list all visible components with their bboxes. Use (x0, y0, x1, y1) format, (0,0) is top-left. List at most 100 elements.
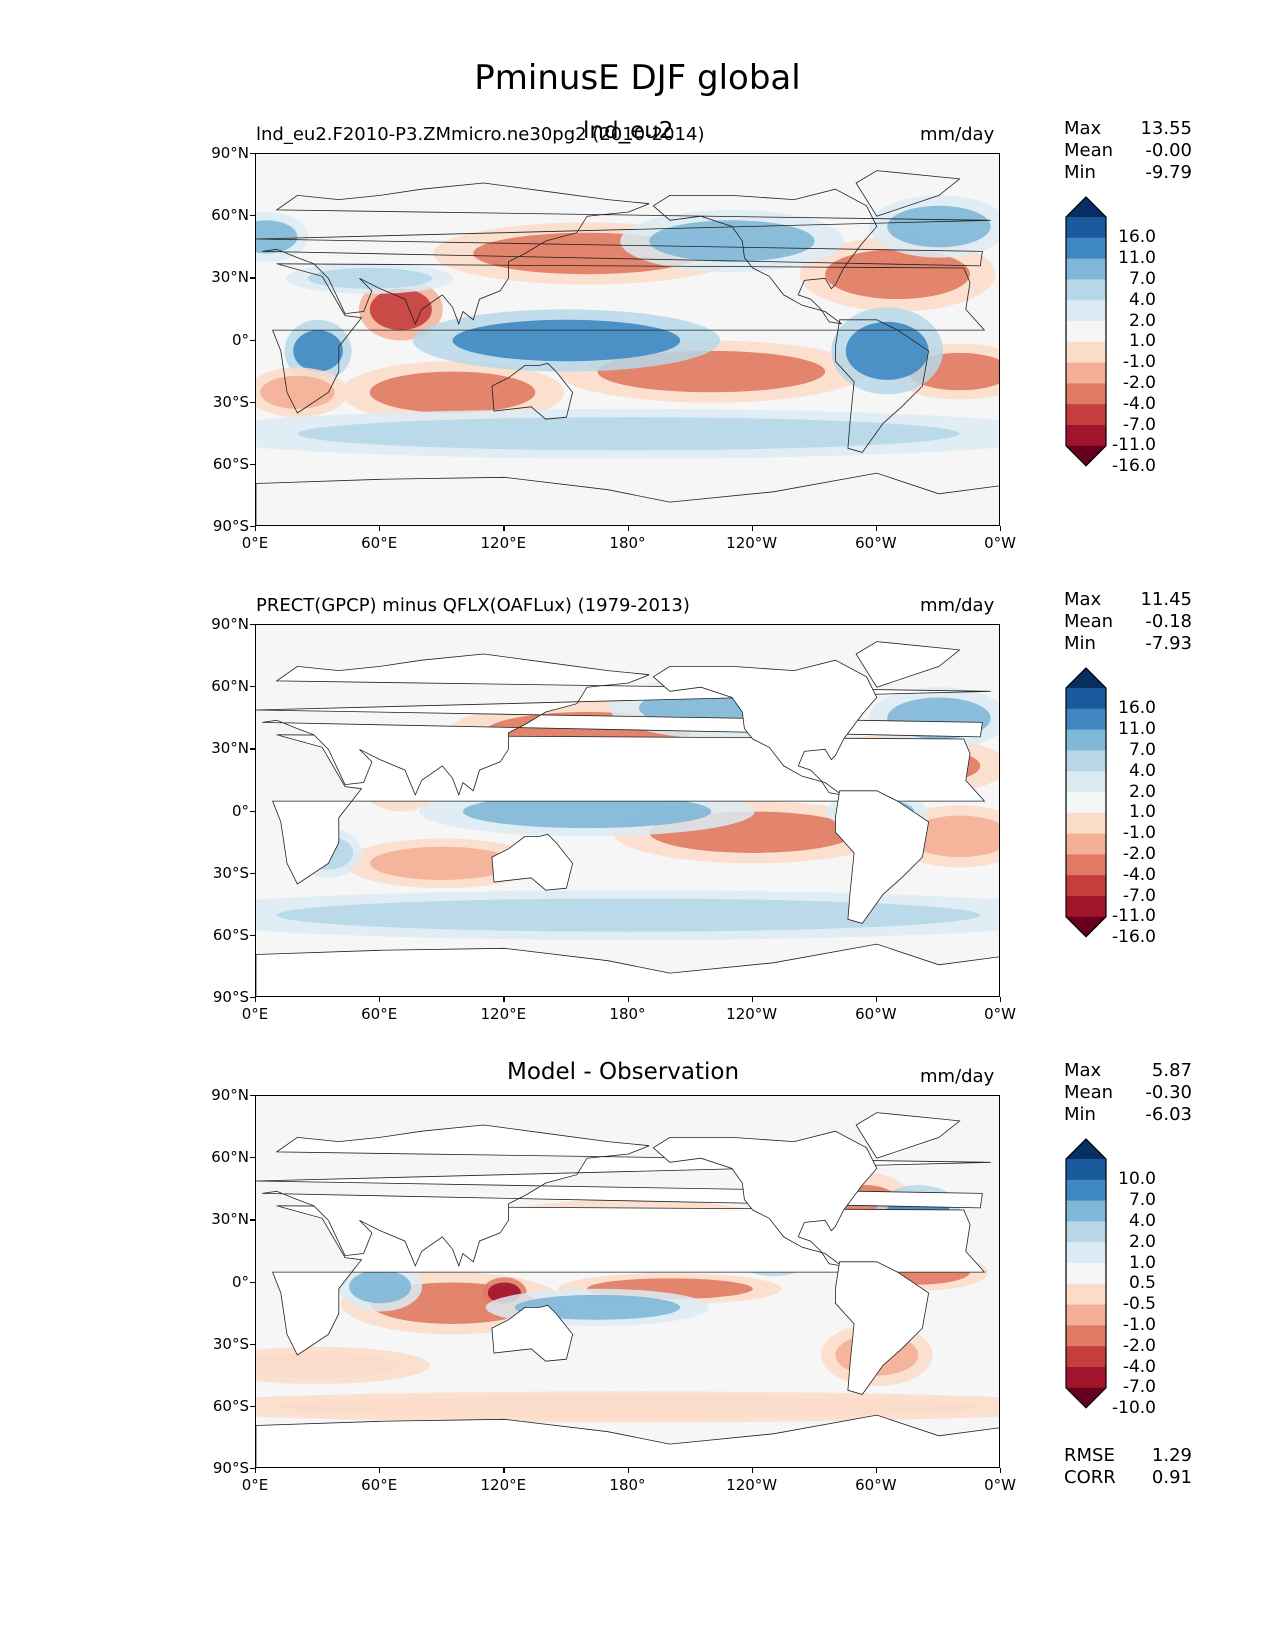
field-contour-inner (462, 794, 712, 829)
lon-tick-mark (751, 526, 753, 531)
colorbar-level-label: 10.0 (1118, 1169, 1156, 1190)
colorbar-segment (1066, 383, 1106, 405)
colorbar-level-label: 11.0 (1118, 719, 1156, 740)
colorbar-level-label: -16.0 (1112, 456, 1156, 477)
colorbar-segment (1066, 896, 1106, 918)
lat-tick-label: 30°N (211, 739, 249, 758)
lat-tick-mark (250, 997, 255, 999)
lon-tick-label: 0°E (241, 1005, 269, 1023)
field-contour-inner (369, 846, 515, 880)
lat-tick-label: 30°S (212, 863, 249, 882)
lat-tick-mark (250, 1468, 255, 1470)
lat-tick-mark (250, 1157, 255, 1159)
field-contour-inner (256, 220, 298, 254)
lat-tick-mark (250, 215, 255, 217)
stat-label: Min (1064, 162, 1096, 183)
lon-tick-label: 180° (609, 1476, 646, 1494)
colorbar-extend-min (1066, 916, 1106, 937)
field-contour-inner (276, 1396, 981, 1418)
colorbar-level-label: 2.0 (1128, 1231, 1156, 1252)
colorbar-level-label: 1.0 (1128, 331, 1156, 352)
lat-tick-mark (250, 934, 255, 937)
colorbar-level-label: -10.0 (1112, 1398, 1156, 1419)
lon-tick-mark (379, 1468, 381, 1473)
field-contour-inner (276, 898, 981, 932)
coastline (491, 1304, 574, 1362)
colorbar-graphic (1065, 196, 1107, 467)
lat-tick-mark (250, 1405, 255, 1408)
colorbar-segment (1066, 362, 1106, 384)
colorbar-level-label: -1.0 (1122, 1315, 1156, 1335)
colorbar-segment (1066, 1221, 1106, 1243)
lon-tick-label: 0°E (241, 1476, 269, 1494)
coastline (491, 833, 574, 891)
colorbar-segment (1066, 217, 1106, 239)
colorbar-level-label: -16.0 (1112, 927, 1156, 948)
lat-tick-label: 0° (231, 330, 249, 349)
colorbar-segment (1066, 1346, 1106, 1368)
colorbar-level-label: -2.0 (1122, 1335, 1156, 1356)
lat-tick-label: 90°N (211, 1086, 249, 1104)
colorbar-outline (1065, 667, 1107, 938)
coastline (272, 263, 986, 414)
lat-tick-label: 0° (231, 1272, 249, 1291)
colorbar-segment (1066, 321, 1106, 343)
colorbar-segment (1066, 1179, 1106, 1202)
lon-tick-mark (1000, 1468, 1002, 1473)
colorbar-segment (1066, 792, 1106, 814)
lon-tick-mark (627, 526, 629, 531)
lon-tick-label: 120°E (480, 534, 527, 552)
lon-tick-mark (379, 526, 381, 531)
colorbar-extend-max (1066, 668, 1106, 688)
lon-tick-label: 60°E (361, 1005, 398, 1023)
lon-tick-mark (255, 997, 257, 1002)
colorbar-level-label: 2.0 (1128, 781, 1156, 802)
lon-tick-mark (255, 1468, 257, 1473)
colorbar-extend-max (1066, 1139, 1106, 1159)
coastline (855, 1112, 961, 1159)
lon-tick-mark (1000, 526, 1002, 531)
colorbar-level-label: 16.0 (1118, 227, 1156, 248)
colorbar-segment (1066, 1367, 1106, 1389)
colorbar-outline (1065, 1138, 1107, 1409)
colorbar-segment (1066, 688, 1106, 710)
map-field (256, 1096, 999, 1467)
lon-tick-mark (503, 1468, 505, 1473)
lon-tick-mark (627, 997, 629, 1002)
lat-tick-label: 90°S (212, 1459, 249, 1477)
coastline (835, 790, 930, 924)
lon-tick-label: 60°W (855, 1476, 897, 1494)
field-contour-inner (369, 288, 432, 331)
stat-label: Max (1064, 118, 1102, 139)
stat-value: -6.03 (1145, 1104, 1192, 1125)
colorbar-segment (1066, 1263, 1106, 1285)
colorbar-segment (1066, 875, 1106, 897)
colorbar-graphic (1065, 667, 1107, 938)
lat-tick-mark (250, 1219, 255, 1221)
lon-tick-label: 60°W (855, 534, 897, 552)
colorbar-segment (1066, 300, 1106, 322)
lat-tick-mark (250, 872, 255, 874)
lon-tick-mark (875, 997, 878, 1002)
lon-tick-label: 180° (609, 1005, 646, 1023)
colorbar-segment (1066, 404, 1106, 426)
stat-value: -9.79 (1145, 162, 1192, 183)
field-contour-inner (887, 205, 991, 248)
colorbar-segment (1066, 771, 1106, 793)
panel-3-map (255, 1095, 1000, 1468)
lon-tick-label: 0°E (241, 534, 269, 552)
panel-2-stats: Max 11.45 Mean -0.18 Min -7.93 (1064, 589, 1192, 655)
colorbar-level-label: -4.0 (1122, 393, 1156, 414)
stat-label: Max (1064, 1060, 1102, 1081)
stat-value: 5.87 (1151, 1060, 1192, 1081)
colorbar-level-label: 11.0 (1118, 248, 1156, 269)
panel-1-title-center: lnd_eu2 (583, 118, 674, 144)
lon-tick-mark (751, 997, 753, 1002)
colorbar-segment (1066, 1325, 1106, 1347)
lat-tick-label: 60°N (211, 1148, 249, 1167)
coastline (256, 1414, 999, 1467)
lon-tick-label: 0°W (984, 1005, 1016, 1023)
field-contour-inner (293, 330, 343, 372)
stat-value: -0.30 (1145, 1082, 1192, 1103)
colorbar-level-label: 16.0 (1118, 698, 1156, 719)
